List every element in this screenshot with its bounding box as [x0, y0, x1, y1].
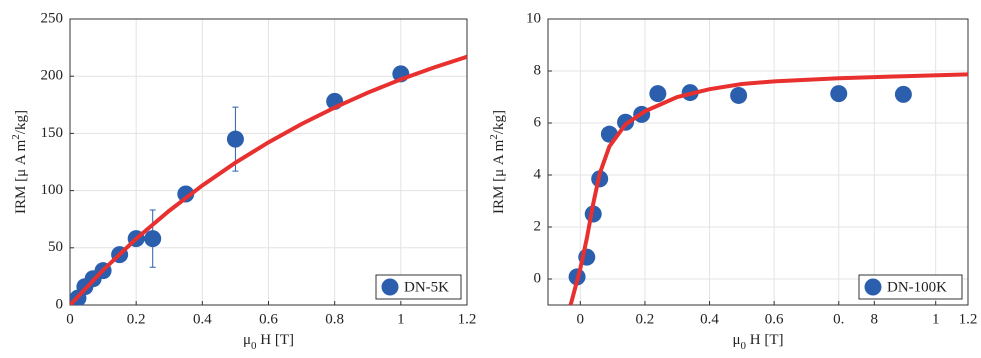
marker [177, 185, 195, 203]
x-label-part: 0 [251, 340, 257, 352]
x-label-part: H [T] [746, 332, 784, 348]
y-label-part: IRM [μ A m [491, 139, 507, 214]
plot-area [548, 19, 968, 305]
fit-line [568, 72, 968, 305]
x-label-part: μ [732, 332, 740, 348]
x-tick-label: 0.2 [636, 311, 655, 327]
y-label-part: /kg] [13, 110, 29, 134]
x-label-part: 0 [741, 340, 747, 352]
x-tick-label: 1.2 [458, 311, 477, 327]
legend-marker [864, 278, 882, 296]
plot-frame [69, 18, 468, 306]
y-label-part: IRM [μ A m [13, 139, 29, 214]
y-label-part: /kg] [491, 110, 507, 134]
marker [730, 86, 748, 104]
y-tick-label: 0 [56, 296, 64, 312]
x-tick-label: 0.4 [700, 311, 719, 327]
x-label-part: μ [243, 332, 251, 348]
y-tick-label: 4 [534, 166, 542, 182]
x-tick-label: 0.6 [259, 311, 278, 327]
x-label-part: H [T] [257, 332, 295, 348]
x-tick-label: 0.4 [193, 311, 212, 327]
x-tick-label: 0 [66, 311, 74, 327]
y-tick-label: 6 [534, 114, 542, 130]
x-tick-label: 1 [932, 311, 940, 327]
y-axis-label: IRM [μ A m2/kg] [10, 110, 30, 214]
marker [830, 85, 848, 103]
y-label-part: 2 [488, 134, 500, 140]
y-tick-label: 10 [526, 10, 541, 26]
y-tick-label: 250 [41, 10, 64, 26]
y-tick-label: 50 [48, 239, 63, 255]
x-tick-label: 0 [577, 311, 585, 327]
x-tick-label: 0.8 [325, 311, 344, 327]
marker [226, 130, 244, 148]
y-tick-label: 0 [534, 270, 542, 286]
fit-line [70, 54, 467, 305]
y-tick-label: 200 [41, 68, 64, 84]
y-tick-label: 100 [41, 182, 64, 198]
x-tick-label: 0.6 [765, 311, 784, 327]
plot-layer [70, 54, 467, 305]
marker [894, 85, 912, 103]
y-tick-label: 150 [41, 125, 64, 141]
plot-layer [568, 72, 968, 305]
plot-frame [547, 18, 969, 306]
y-axis-label: IRM [μ A m2/kg] [488, 110, 508, 214]
y-tick-label: 8 [534, 62, 542, 78]
x-tick-label: 8 [871, 311, 879, 327]
marker [649, 85, 667, 103]
y-tick-label: 2 [534, 218, 542, 234]
x-axis-label: μ0 H [T] [243, 332, 294, 351]
x-tick-label: 1.2 [959, 311, 978, 327]
y-label-part: 2 [10, 134, 22, 140]
marker [144, 230, 162, 248]
x-axis-label: μ0 H [T] [732, 332, 783, 351]
legend-marker [381, 278, 399, 296]
legend-label: DN-5K [404, 279, 449, 295]
x-tick-label: 1 [397, 311, 405, 327]
x-tick-label: 0.2 [127, 311, 146, 327]
legend-label: DN-100K [887, 279, 947, 295]
x-tick-label: 0. [833, 311, 844, 327]
